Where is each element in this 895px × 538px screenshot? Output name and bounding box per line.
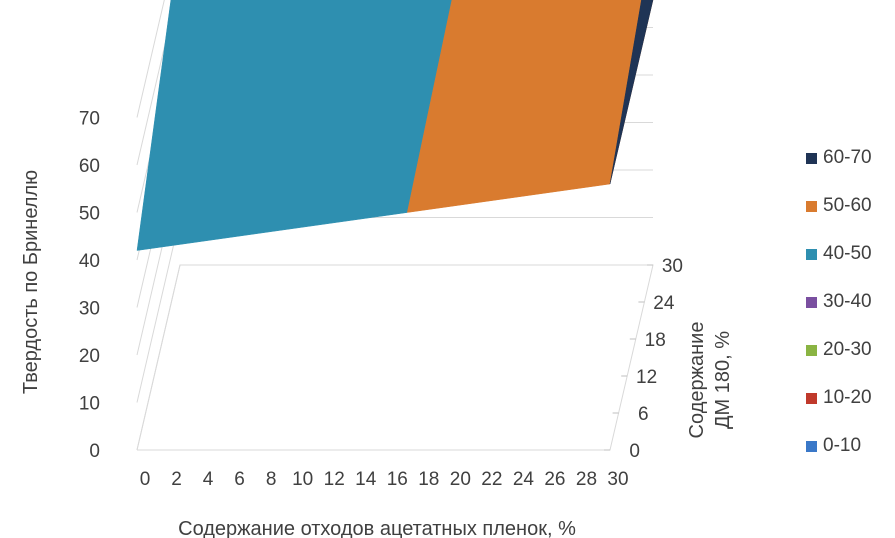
band-50-60 bbox=[406, 0, 654, 213]
band-60-70 bbox=[609, 0, 654, 185]
gridline bbox=[136, 217, 653, 403]
legend-item: 20-30 bbox=[806, 326, 872, 374]
y-tick-label: 24 bbox=[653, 293, 675, 314]
x-tick-label: 16 bbox=[387, 469, 408, 490]
floor-frame bbox=[137, 264, 654, 451]
floor-edge bbox=[136, 264, 181, 451]
legend-item: 50-60 bbox=[806, 182, 872, 230]
y-tick-label: 30 bbox=[662, 256, 683, 277]
legend-swatch bbox=[806, 344, 817, 356]
z-tick-label: 30 bbox=[79, 299, 100, 320]
x-tick-label: 24 bbox=[513, 469, 535, 490]
x-tick-label: 14 bbox=[355, 469, 377, 490]
legend-item: 0-10 bbox=[806, 422, 872, 470]
x-tick-label: 30 bbox=[607, 469, 628, 490]
y-tick-label: 12 bbox=[636, 367, 657, 388]
x-tick-label: 2 bbox=[171, 469, 182, 490]
legend-swatch bbox=[806, 152, 817, 164]
surface-plot bbox=[136, 0, 654, 251]
legend-label: 50-60 bbox=[823, 195, 872, 216]
x-tick-label: 8 bbox=[266, 469, 277, 490]
legend-swatch bbox=[806, 248, 817, 260]
y-tick-label: 6 bbox=[638, 404, 649, 425]
legend-label: 40-50 bbox=[823, 243, 872, 264]
y-axis-title-line-2: ДМ 180, % bbox=[712, 331, 734, 429]
z-tick-label: 50 bbox=[79, 204, 100, 225]
gridline bbox=[136, 0, 176, 166]
legend-item: 10-20 bbox=[806, 374, 872, 422]
legend-item: 30-40 bbox=[806, 278, 872, 326]
legend-swatch bbox=[806, 296, 817, 308]
z-tick-label: 40 bbox=[79, 251, 100, 272]
legend-item: 40-50 bbox=[806, 230, 872, 278]
z-axis-ticks: 0 10 20 30 40 50 60 70 bbox=[79, 109, 100, 463]
legend-swatch bbox=[806, 200, 817, 212]
x-tick-label: 12 bbox=[324, 469, 345, 490]
legend-label: 30-40 bbox=[823, 291, 872, 312]
floor-grid bbox=[136, 264, 654, 451]
y-tick-label: 0 bbox=[629, 441, 640, 462]
z-tick-label: 60 bbox=[79, 156, 100, 177]
legend-item: 60-70 bbox=[806, 134, 872, 182]
x-tick-label: 0 bbox=[140, 469, 151, 490]
legend-swatch bbox=[806, 440, 817, 452]
legend-label: 0-10 bbox=[823, 435, 862, 456]
z-tick-label: 0 bbox=[89, 441, 100, 462]
gridline bbox=[136, 0, 165, 118]
legend: 60-70 50-60 40-50 30-40 20-30 10-20 0-10 bbox=[806, 134, 872, 470]
x-tick-label: 20 bbox=[450, 469, 471, 490]
x-axis-title: Содержание отходов ацетатных пленок, % bbox=[178, 518, 576, 538]
z-axis-title: Твердость по Бринеллю bbox=[20, 170, 42, 394]
x-tick-label: 10 bbox=[292, 469, 313, 490]
z-tick-label: 10 bbox=[79, 394, 100, 415]
x-tick-label: 26 bbox=[544, 469, 565, 490]
z-tick-label: 70 bbox=[79, 109, 100, 130]
x-tick-label: 4 bbox=[203, 469, 214, 490]
band-40-50 bbox=[136, 0, 453, 251]
x-tick-label: 22 bbox=[481, 469, 502, 490]
legend-swatch bbox=[806, 392, 817, 404]
z-tick-label: 20 bbox=[79, 346, 100, 367]
legend-label: 10-20 bbox=[823, 387, 872, 408]
y-axis-title-line-1: Содержание bbox=[686, 322, 708, 439]
x-tick-label: 28 bbox=[576, 469, 597, 490]
x-tick-label: 6 bbox=[234, 469, 245, 490]
gridline bbox=[136, 264, 653, 451]
y-axis-ticks: 0 6 12 18 24 30 bbox=[604, 256, 683, 462]
y-axis-title: Содержание ДМ 180, % bbox=[686, 322, 734, 439]
x-axis-ticks: 0 2 4 6 8 10 12 14 16 18 20 22 24 26 28 30 bbox=[140, 469, 629, 490]
x-tick-label: 18 bbox=[418, 469, 439, 490]
legend-label: 20-30 bbox=[823, 339, 872, 360]
legend-label: 60-70 bbox=[823, 147, 872, 168]
y-tick-label: 18 bbox=[645, 330, 666, 351]
